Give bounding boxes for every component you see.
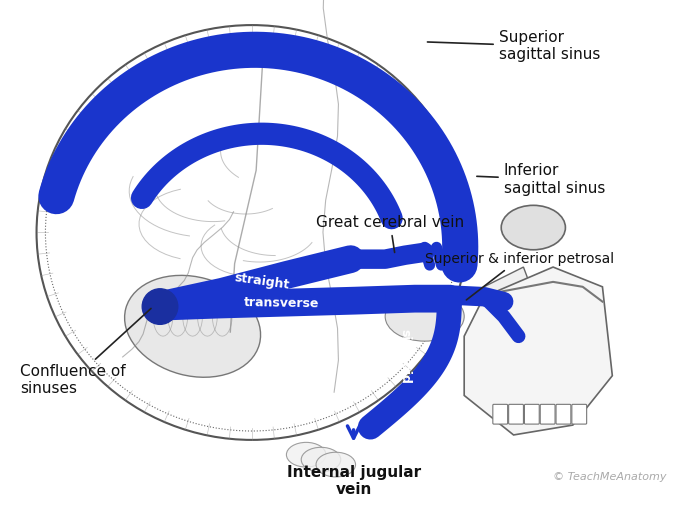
Ellipse shape bbox=[287, 442, 326, 467]
Text: Confluence of
sinuses: Confluence of sinuses bbox=[19, 309, 151, 396]
Text: Internal jugular
vein: Internal jugular vein bbox=[287, 465, 421, 497]
Text: transverse: transverse bbox=[244, 296, 319, 311]
Ellipse shape bbox=[385, 292, 464, 341]
FancyBboxPatch shape bbox=[572, 405, 586, 424]
Ellipse shape bbox=[316, 452, 355, 477]
Text: Superior & inferior petrosal: Superior & inferior petrosal bbox=[425, 252, 613, 300]
Ellipse shape bbox=[37, 25, 467, 440]
FancyBboxPatch shape bbox=[525, 405, 539, 424]
Text: sigmoid: sigmoid bbox=[398, 329, 412, 383]
Text: Inferior
sagittal sinus: Inferior sagittal sinus bbox=[477, 163, 605, 196]
Circle shape bbox=[142, 289, 178, 324]
Ellipse shape bbox=[301, 447, 341, 472]
Text: Superior
sagittal sinus: Superior sagittal sinus bbox=[428, 30, 600, 63]
FancyBboxPatch shape bbox=[540, 405, 555, 424]
Polygon shape bbox=[464, 267, 612, 435]
Text: Great cerebral vein: Great cerebral vein bbox=[316, 215, 464, 252]
FancyBboxPatch shape bbox=[493, 405, 507, 424]
Ellipse shape bbox=[125, 275, 260, 377]
Ellipse shape bbox=[501, 206, 566, 250]
Text: © TeachMeAnatomy: © TeachMeAnatomy bbox=[553, 472, 666, 482]
FancyBboxPatch shape bbox=[509, 405, 523, 424]
FancyBboxPatch shape bbox=[556, 405, 571, 424]
Polygon shape bbox=[484, 267, 539, 346]
Text: straight: straight bbox=[233, 272, 290, 292]
